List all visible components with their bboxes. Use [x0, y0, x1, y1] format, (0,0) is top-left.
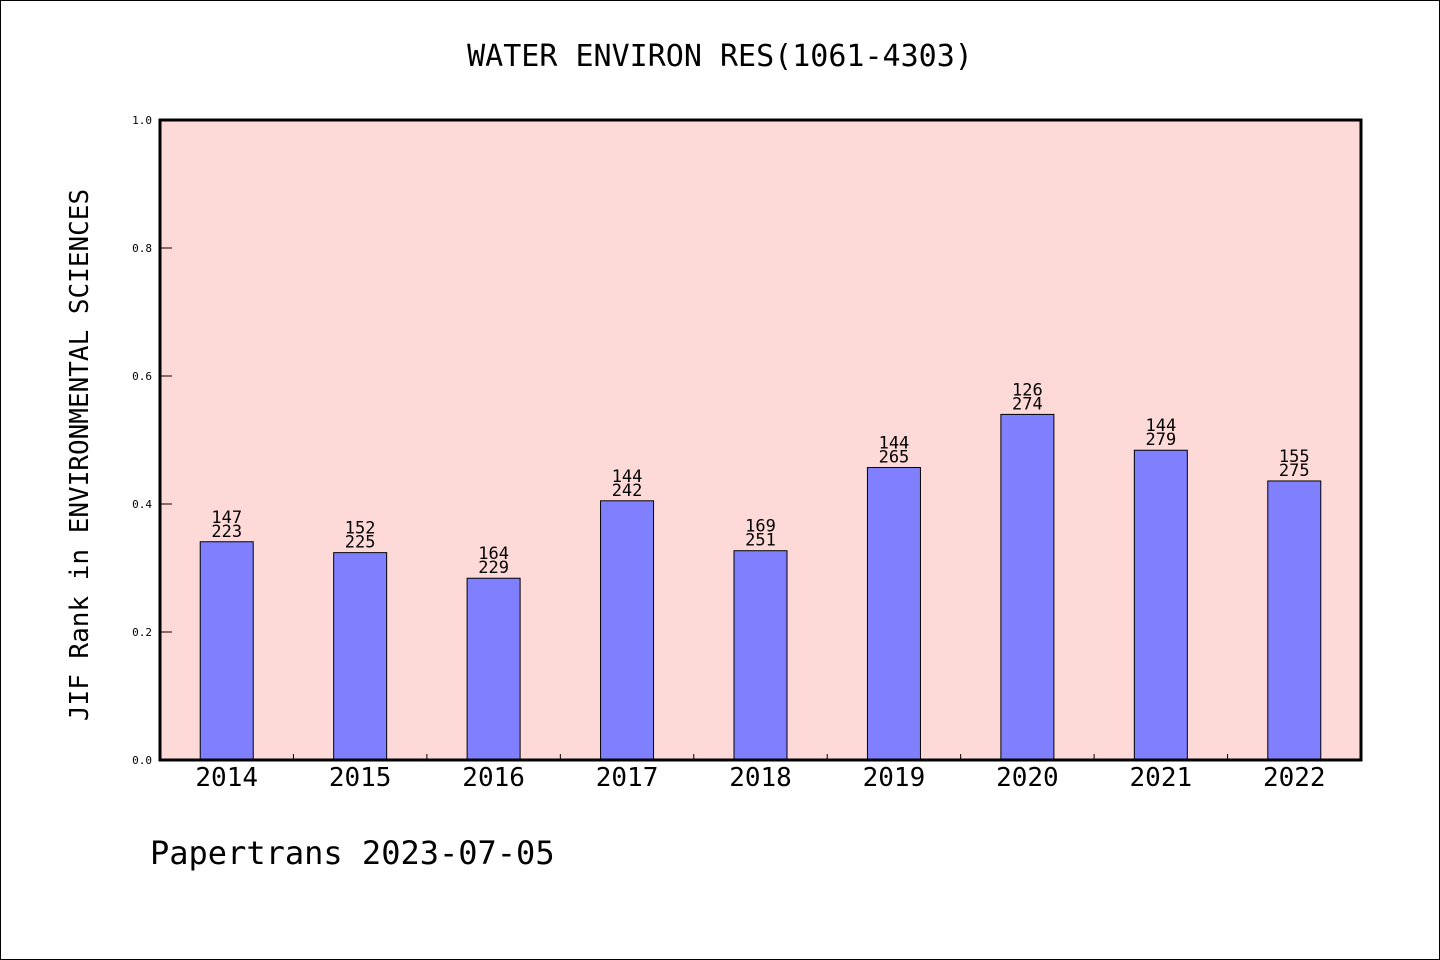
bar-label-bottom-2016: 229: [478, 558, 509, 578]
x-tick-label-2020: 2020: [996, 763, 1059, 793]
bar-label-bottom-2022: 275: [1279, 461, 1310, 481]
bar-label-top-2015: 152: [345, 519, 376, 539]
x-tick-label-2021: 2021: [1130, 763, 1193, 793]
bar-label-top-2019: 144: [879, 434, 910, 454]
bar-label-top-2022: 155: [1279, 447, 1310, 467]
bar-label-top-2016: 164: [478, 544, 509, 564]
bar-label-bottom-2020: 274: [1012, 394, 1043, 414]
x-tick-label-2016: 2016: [462, 763, 525, 793]
bar-label-bottom-2019: 265: [879, 448, 910, 468]
bar-label-bottom-2015: 225: [345, 533, 376, 553]
x-tick-label-2014: 2014: [195, 763, 258, 793]
bar-label-bottom-2021: 279: [1145, 430, 1176, 450]
y-tick-label-0.2: 0.2: [132, 626, 152, 639]
bar-2014: [199, 541, 254, 761]
y-tick-label-0.8: 0.8: [132, 242, 152, 255]
x-tick-label-2019: 2019: [863, 763, 926, 793]
x-tick-label-2015: 2015: [329, 763, 392, 793]
bar-label-top-2020: 126: [1012, 380, 1043, 400]
bar-label-bottom-2018: 251: [745, 531, 776, 551]
bar-2020: [1000, 413, 1055, 761]
y-tick-label-0.0: 0.0: [132, 754, 152, 767]
bar-label-top-2014: 147: [211, 508, 242, 528]
bar-label-top-2018: 169: [745, 517, 776, 537]
bar-2022: [1267, 480, 1322, 761]
x-tick-label-2022: 2022: [1263, 763, 1326, 793]
bar-label-bottom-2017: 242: [612, 481, 643, 501]
y-axis-label: JIF Rank in ENVIRONMENTAL SCIENCES: [65, 189, 95, 721]
chart-title: WATER ENVIRON RES(1061-4303): [467, 39, 973, 74]
bar-2021: [1133, 449, 1188, 761]
bar-label-top-2017: 144: [612, 467, 643, 487]
y-tick-label-0.6: 0.6: [132, 370, 152, 383]
bar-2016: [466, 577, 521, 761]
y-tick-label-0.4: 0.4: [132, 498, 152, 511]
bar-2019: [866, 467, 921, 761]
bar-label-bottom-2014: 223: [211, 522, 242, 542]
x-tick-label-2017: 2017: [596, 763, 659, 793]
bar-2018: [733, 550, 788, 761]
plot-border: [158, 118, 1363, 762]
x-tick-label-2018: 2018: [729, 763, 792, 793]
footer-text: Papertrans 2023-07-05: [150, 834, 555, 872]
bar-2015: [333, 552, 388, 761]
y-tick-label-1.0: 1.0: [132, 114, 152, 127]
ticks-group: 2014 2015 2016 2017 2018 2019 2020 2021 2022 0.0 0…: [132, 114, 1325, 793]
bar-2017: [600, 500, 655, 761]
bar-label-top-2021: 144: [1145, 416, 1176, 436]
